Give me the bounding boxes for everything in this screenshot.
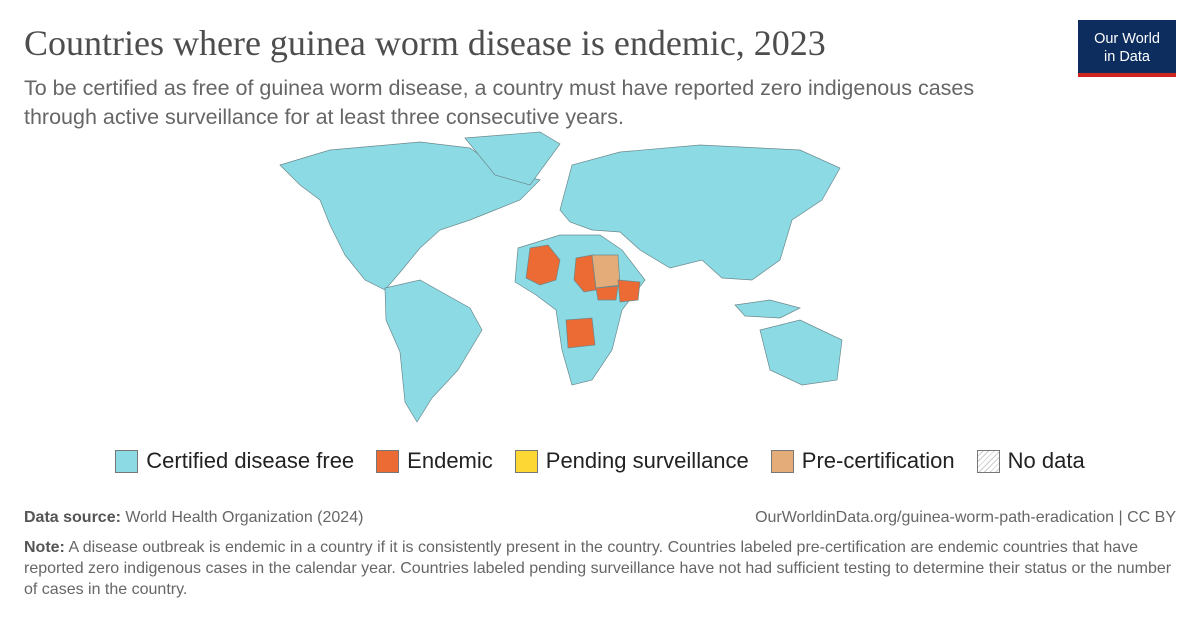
legend-label: Endemic — [407, 448, 493, 473]
legend-item[interactable]: Certified disease free — [115, 448, 354, 474]
logo-line: in Data — [1104, 49, 1150, 65]
legend-item[interactable]: Pending surveillance — [514, 448, 749, 474]
subtitle: To be certified as free of guinea worm d… — [24, 76, 975, 129]
source-text: World Health Organization (2024) — [125, 509, 364, 526]
eurasia[interactable] — [559, 144, 841, 281]
legend-label: Pending surveillance — [545, 448, 749, 473]
legend-label: Pre-certification — [801, 448, 955, 473]
legend-item[interactable]: Endemic — [376, 448, 493, 474]
south-america[interactable] — [384, 279, 483, 423]
logo-line: Our World — [1094, 31, 1160, 47]
source-url[interactable]: OurWorldinData.org/guinea-worm-path-erad… — [755, 509, 1176, 526]
legend-swatch — [115, 449, 139, 473]
legend: Certified disease free Endemic Pending sur… — [0, 448, 1200, 474]
legend-swatch — [976, 449, 1000, 473]
chad[interactable] — [573, 254, 597, 293]
legend-item[interactable]: Pre-certification — [770, 448, 955, 474]
note: Note: A disease outbreak is endemic in a… — [24, 537, 1174, 600]
legend-label: No data — [1007, 448, 1085, 473]
note-text: A disease outbreak is endemic in a count… — [24, 539, 1172, 598]
source: Data source: World Health Organization (… — [24, 509, 363, 527]
south-sudan[interactable] — [595, 285, 619, 301]
legend-swatch — [770, 449, 794, 473]
source-label: Data source: — [24, 509, 121, 526]
angola[interactable] — [565, 317, 596, 349]
mali[interactable] — [525, 244, 561, 286]
legend-swatch — [376, 449, 400, 473]
world-map — [279, 131, 843, 423]
north-america[interactable] — [279, 141, 541, 291]
title: Countries where guinea worm disease is e… — [24, 23, 826, 63]
indonesia[interactable] — [734, 299, 801, 319]
greenland[interactable] — [464, 131, 561, 186]
legend-item[interactable]: No data — [976, 448, 1085, 474]
ethiopia[interactable] — [617, 279, 641, 303]
note-label: Note: — [24, 539, 65, 556]
legend-swatch — [514, 449, 538, 473]
australia[interactable] — [759, 319, 843, 386]
logo[interactable]: Our World in Data — [1078, 20, 1176, 77]
sudan[interactable] — [591, 254, 621, 289]
legend-label: Certified disease free — [146, 448, 355, 473]
